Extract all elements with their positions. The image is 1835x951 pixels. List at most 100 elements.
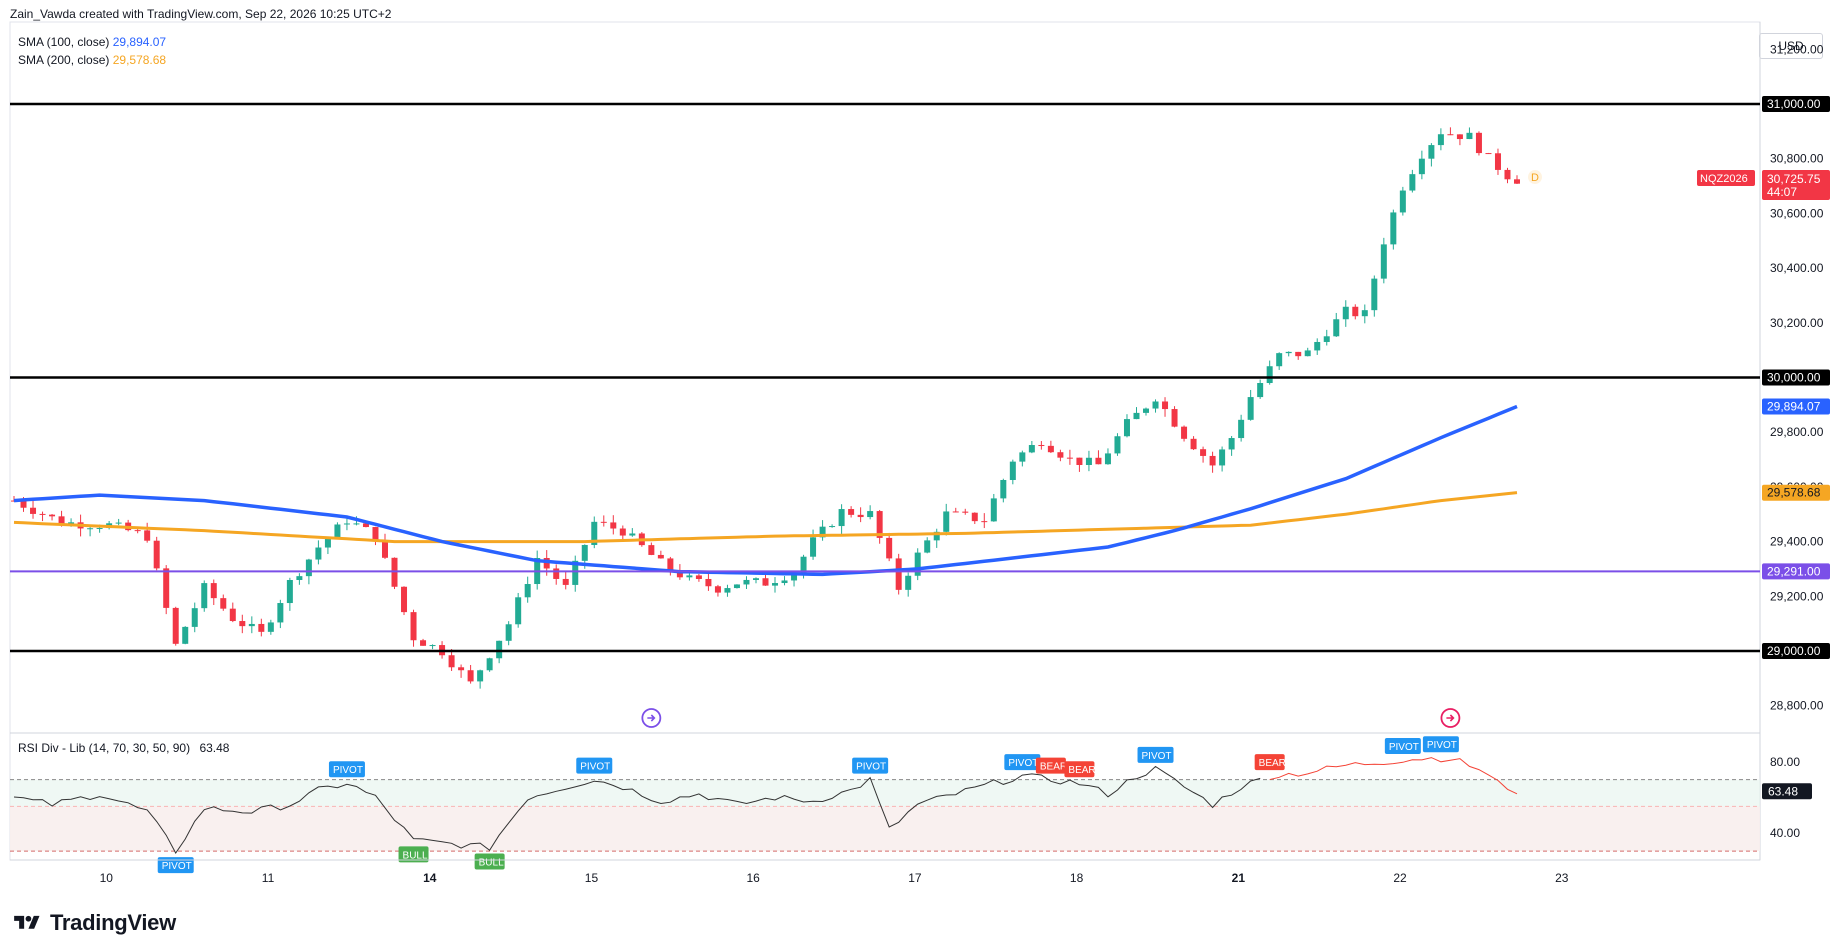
candle xyxy=(905,575,912,590)
x-tick-label: 10 xyxy=(100,871,114,885)
rsi-marker-label: BEAR xyxy=(1040,762,1067,773)
candle xyxy=(210,583,217,599)
candle xyxy=(562,578,569,585)
candle xyxy=(277,603,284,623)
candle xyxy=(943,511,950,532)
level-tag-label: 29,291.00 xyxy=(1767,564,1821,578)
sma100-line xyxy=(13,404,1518,577)
candle xyxy=(429,645,436,647)
price-chart[interactable]: 28,800.0029,000.0029,200.0029,400.0029,6… xyxy=(0,0,1835,900)
rsi-bull-marker[interactable] xyxy=(398,846,429,863)
candle xyxy=(1019,452,1026,462)
level-tag xyxy=(1762,96,1830,113)
rsi-legend[interactable]: RSI Div - Lib (14, 70, 30, 50, 90) 63.48 xyxy=(18,741,229,755)
rsi-bull-marker[interactable] xyxy=(474,853,505,870)
candle xyxy=(163,568,170,608)
candle xyxy=(87,528,94,530)
rsi-lower-band xyxy=(10,806,1760,852)
dividend-marker[interactable] xyxy=(1528,170,1542,185)
candle xyxy=(1257,383,1264,398)
rsi-marker-label: PIVOT xyxy=(1427,740,1457,751)
x-tick-label: 18 xyxy=(1070,871,1084,885)
x-tick-label: 17 xyxy=(908,871,922,885)
candle xyxy=(1028,445,1035,453)
candle xyxy=(1361,310,1368,317)
event-icon-glyph xyxy=(647,714,656,722)
rsi-marker-label: BULL xyxy=(479,858,504,869)
chart-credit: Zain_Vawda created with TradingView.com,… xyxy=(10,7,392,21)
candle xyxy=(1057,452,1064,458)
rsi-marker-label: BEAR xyxy=(1068,765,1095,776)
candle xyxy=(39,513,46,515)
sma100-legend[interactable]: SMA (100, close) 29,894.07 xyxy=(18,33,166,51)
x-tick-label: 15 xyxy=(585,871,599,885)
candle xyxy=(1485,153,1492,155)
candle xyxy=(420,640,427,646)
x-tick-label: 21 xyxy=(1232,871,1246,885)
candle xyxy=(1371,278,1378,311)
candle xyxy=(1428,145,1435,159)
rsi-bear-marker[interactable] xyxy=(1035,757,1066,774)
candle xyxy=(610,522,617,529)
rsi-marker-label: PIVOT xyxy=(333,765,363,776)
candle xyxy=(1066,457,1073,459)
candle xyxy=(96,528,103,530)
candle xyxy=(1475,132,1482,154)
rsi-bear-marker[interactable] xyxy=(1064,761,1095,778)
candle xyxy=(343,523,350,525)
candle xyxy=(762,578,769,586)
rsi-label: RSI Div - Lib (14, 70, 30, 50, 90) xyxy=(18,741,191,755)
rsi-pivot-marker[interactable] xyxy=(1422,736,1459,753)
candle xyxy=(695,575,702,579)
candle xyxy=(838,509,845,527)
rsi-pivot-marker[interactable] xyxy=(157,857,194,874)
x-tick-label: 11 xyxy=(262,871,275,885)
candle xyxy=(990,498,997,522)
sma200-value: 29,578.68 xyxy=(112,53,167,67)
candle xyxy=(629,533,636,536)
candle xyxy=(543,557,550,569)
candle xyxy=(733,584,740,589)
rsi-pivot-marker[interactable] xyxy=(1384,738,1421,754)
last-price-label: 30,725.75 xyxy=(1767,172,1821,186)
rsi-pivot-marker[interactable] xyxy=(1137,746,1174,763)
candle xyxy=(1418,158,1425,175)
candle xyxy=(1095,457,1102,465)
rsi-pivot-marker[interactable] xyxy=(852,757,889,774)
level-tag-label: 31,000.00 xyxy=(1767,97,1821,111)
chart-frame xyxy=(9,21,1761,861)
candle xyxy=(1456,134,1463,140)
candle xyxy=(619,528,626,536)
candle xyxy=(372,527,379,541)
candle xyxy=(581,544,588,561)
candle xyxy=(220,598,227,609)
candle xyxy=(182,626,189,644)
candle xyxy=(267,622,274,632)
candle xyxy=(819,526,826,538)
candle xyxy=(591,521,598,545)
candle xyxy=(334,524,341,539)
candle xyxy=(286,580,293,604)
rsi-marker-label: PIVOT xyxy=(856,762,886,773)
sma200-legend[interactable]: SMA (200, close) 29,578.68 xyxy=(18,51,166,69)
rsi-bear-marker[interactable] xyxy=(1254,754,1285,771)
rsi-pivot-marker[interactable] xyxy=(328,761,365,778)
brand-name: TradingView xyxy=(50,910,176,935)
candle xyxy=(1009,461,1016,480)
candle xyxy=(1085,457,1092,466)
candle xyxy=(1228,438,1235,450)
candle xyxy=(553,568,560,579)
symbol-tag-label: NQZ2026 xyxy=(1700,173,1748,185)
sma-tag-label: 29,578.68 xyxy=(1767,486,1821,500)
candle xyxy=(324,538,331,548)
rsi-pivot-marker[interactable] xyxy=(576,757,613,774)
tradingview-logo[interactable]: TradingView xyxy=(10,910,176,936)
candle xyxy=(144,530,151,541)
rsi-marker-label: PIVOT xyxy=(162,861,192,872)
candle xyxy=(800,556,807,574)
candle xyxy=(410,612,417,641)
candle xyxy=(1219,449,1226,466)
candle xyxy=(134,530,141,532)
rsi-pivot-marker[interactable] xyxy=(1004,754,1041,771)
rsi-value-tag xyxy=(1762,783,1812,800)
